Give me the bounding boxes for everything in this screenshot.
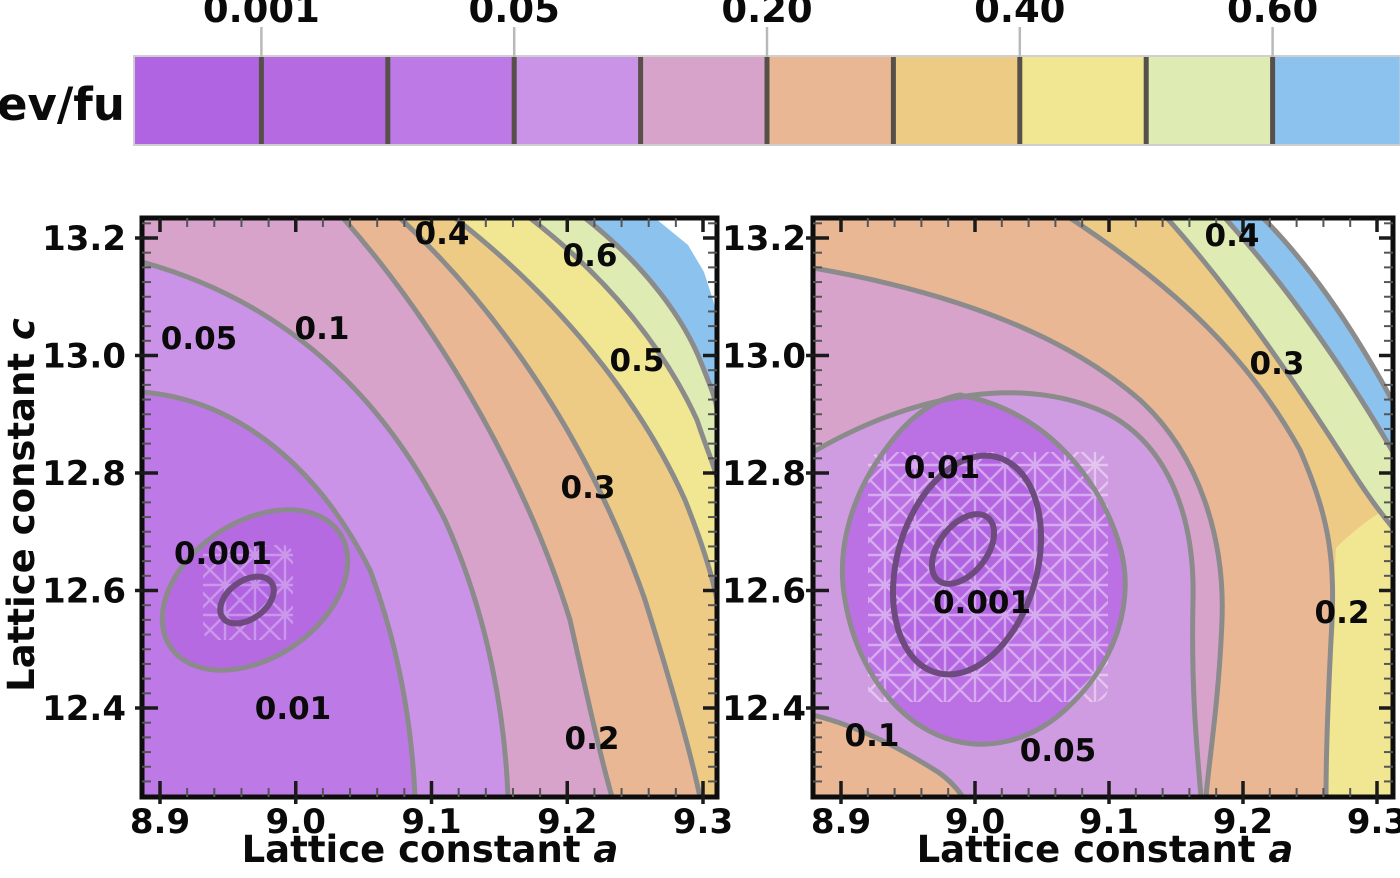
x-tick-label: 9.3	[1347, 802, 1400, 842]
contour-labels-right: 0.4 0.3 0.01 0.001 0.1 0.05 0.2	[845, 218, 1370, 769]
contour-label: 0.4	[1205, 218, 1260, 254]
y-tick-label: 12.6	[42, 572, 126, 612]
colorbar-segment	[1272, 57, 1400, 144]
colorbar-segment	[640, 57, 768, 144]
colorbar-segment	[1019, 57, 1147, 144]
y-tick-label: 12.8	[722, 454, 806, 494]
colorbar-tick-label: 0.001	[203, 0, 320, 31]
colorbar-tick-label: 0.05	[469, 0, 560, 31]
x-tick-label: 9.2	[537, 802, 597, 842]
x-axis-title-left: Lattice constant a	[242, 828, 619, 871]
colorbar-segment	[767, 57, 894, 144]
contour-label: 0.01	[255, 691, 332, 727]
contour-label: 0.05	[161, 321, 238, 357]
contour-label: 0.4	[415, 216, 470, 252]
axis-ticks-left	[135, 218, 717, 804]
contour-label: 0.2	[1315, 595, 1370, 631]
colorbar-tick-label: 0.20	[721, 0, 812, 31]
contour-label: 0.3	[1250, 346, 1305, 382]
x-tick-label: 9.2	[1213, 802, 1273, 842]
colorbar-segment	[135, 57, 262, 144]
contour-labels-left: 0.05 0.1 0.4 0.6 0.5 0.3 0.001 0.01 0.2	[161, 216, 665, 757]
colorbar: 0.001 0.05 0.20 0.40 0.60	[133, 0, 1400, 146]
contour-panel-right: 8.9 9.0 9.1 9.2 9.3 13.2 13.0 12.8 12.6 12.4 0.4…	[722, 215, 1400, 871]
colorbar-tick-label: 0.40	[974, 0, 1065, 31]
x-tick-label: 9.0	[945, 802, 1005, 842]
contour-label: 0.01	[904, 450, 981, 486]
colorbar-segment	[387, 57, 515, 144]
x-tick-label: 9.3	[673, 802, 733, 842]
minimum-hatch-marker-right	[868, 452, 1108, 702]
plot-frame-right	[810, 215, 1396, 800]
colorbar-unit-label: ev/fu	[0, 78, 125, 131]
contour-bands-left	[142, 218, 717, 797]
x-tick-label: 9.0	[266, 802, 326, 842]
y-tick-label: 12.4	[722, 689, 806, 729]
y-tick-labels-left: 13.2 13.0 12.8 12.6 12.4	[42, 219, 126, 729]
contour-label: 0.2	[565, 721, 620, 757]
x-axis-title-right: Lattice constant a	[917, 828, 1294, 871]
contour-bands-right	[813, 218, 1393, 797]
contour-label: 0.6	[563, 238, 618, 274]
colorbar-segment	[1146, 57, 1274, 144]
colorbar-tick-label: 0.60	[1227, 0, 1318, 31]
contour-label: 0.3	[561, 470, 616, 506]
y-tick-label: 13.2	[722, 219, 806, 259]
colorbar-segment	[893, 57, 1021, 144]
y-axis-title: Lattice constant c	[0, 318, 43, 692]
x-tick-label: 8.9	[130, 802, 190, 842]
y-tick-label: 12.6	[722, 572, 806, 612]
axis-ticks-right	[806, 218, 1393, 804]
y-tick-label: 12.8	[42, 454, 126, 494]
x-tick-labels-left: 8.9 9.0 9.1 9.2 9.3	[130, 802, 733, 842]
colorbar-segment	[514, 57, 642, 144]
x-tick-label: 9.1	[401, 802, 461, 842]
y-tick-label: 12.4	[42, 689, 126, 729]
plot-frame-left	[139, 215, 720, 800]
y-tick-label: 13.0	[42, 337, 126, 377]
y-tick-label: 13.0	[722, 337, 806, 377]
contour-label: 0.1	[295, 311, 350, 347]
x-tick-labels-right: 8.9 9.0 9.1 9.2 9.3	[811, 802, 1400, 842]
contour-label: 0.1	[845, 718, 900, 754]
minimum-hatch-marker-left	[203, 545, 293, 640]
colorbar-segment	[261, 57, 389, 144]
x-tick-label: 9.1	[1079, 802, 1139, 842]
contour-panel-left: 8.9 9.0 9.1 9.2 9.3 13.2 13.0 12.8 12.6 12.4 0.0…	[42, 215, 733, 871]
contour-label: 0.001	[933, 585, 1031, 621]
y-tick-label: 13.2	[42, 219, 126, 259]
contour-label: 0.5	[610, 343, 665, 379]
contour-label: 0.001	[174, 536, 272, 572]
y-tick-labels-right: 13.2 13.0 12.8 12.6 12.4	[722, 219, 806, 729]
x-tick-label: 8.9	[811, 802, 871, 842]
contour-label: 0.05	[1020, 733, 1097, 769]
